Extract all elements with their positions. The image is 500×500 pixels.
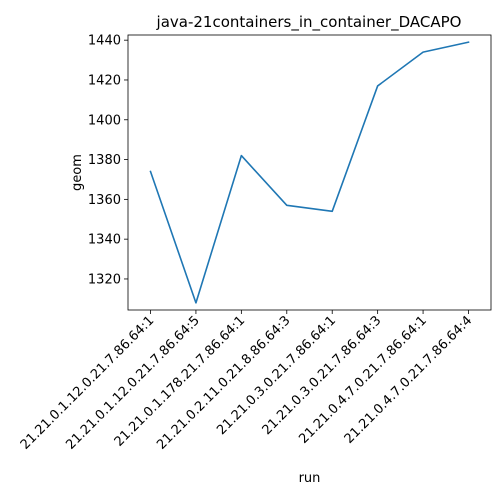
y-tick-label: 1380 — [88, 153, 121, 168]
y-tick-label: 1320 — [88, 272, 121, 287]
series-line — [149, 41, 470, 304]
y-tick-label: 1340 — [88, 233, 121, 248]
y-tick-label: 1400 — [88, 113, 121, 128]
y-tick-label: 1360 — [88, 193, 121, 208]
y-tick-label: 1440 — [88, 34, 121, 49]
x-axis: 21.21.0.1.12.0.21.7.86.64:121.21.0.1.12.… — [18, 310, 475, 453]
series-layer — [149, 41, 470, 304]
y-tick-label: 1420 — [88, 73, 121, 88]
plot-area-frame — [127, 34, 492, 311]
y-axis: 1320 1340 1360 1380 1400 1420 1440 — [88, 34, 128, 287]
x-axis-label: run — [299, 471, 321, 486]
y-axis-label: geom — [70, 154, 85, 191]
chart-title: java-21containers_in_container_DACAPO — [156, 13, 462, 32]
